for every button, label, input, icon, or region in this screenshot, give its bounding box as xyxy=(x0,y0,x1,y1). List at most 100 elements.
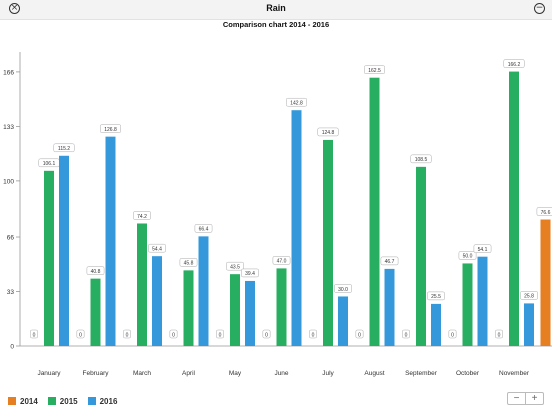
data-label: 0 xyxy=(451,332,454,338)
bar-chart: 0 33 66 100 133 166 0 106.1 115.2 January 0 40.8 126… xyxy=(3,52,552,377)
y-tick-label: 66 xyxy=(7,235,15,242)
data-label-box xyxy=(286,97,307,107)
data-label-box xyxy=(402,329,410,339)
data-label-box xyxy=(100,124,121,133)
data-label-box xyxy=(334,284,352,293)
data-label: 0 xyxy=(219,332,222,338)
legend: 2014 2015 2016 xyxy=(8,395,117,407)
x-tick-label: August xyxy=(364,370,384,377)
x-tick-label: October xyxy=(456,370,480,377)
data-label-box xyxy=(380,256,399,266)
bar-2015 xyxy=(44,170,54,346)
data-label-box xyxy=(133,211,151,220)
data-label: 40.8 xyxy=(91,269,101,275)
data-label-box xyxy=(355,329,364,339)
data-label-box xyxy=(148,243,166,253)
zoom-out-button[interactable]: − xyxy=(508,393,526,404)
data-label: 50.0 xyxy=(463,254,473,260)
data-label: 76.6 xyxy=(541,210,551,216)
data-label: 126.8 xyxy=(104,127,117,133)
data-label: 108.5 xyxy=(415,157,428,163)
data-label: 124.8 xyxy=(322,130,335,136)
x-tick-label: February xyxy=(82,370,109,377)
data-label-box xyxy=(458,251,477,260)
legend-swatch-2014 xyxy=(8,397,16,405)
data-label: 30.0 xyxy=(338,287,348,293)
data-label: 0 xyxy=(33,332,36,338)
data-label: 0 xyxy=(265,332,268,338)
data-label-box xyxy=(123,329,131,339)
x-tick-label: April xyxy=(182,370,196,377)
y-tick-label: 33 xyxy=(7,289,15,296)
data-label-box xyxy=(194,224,213,233)
title-bar: × Rain − xyxy=(0,0,552,20)
legend-swatch-2015 xyxy=(47,397,56,405)
legend-label: 2014 xyxy=(20,396,38,406)
data-label-box xyxy=(427,291,445,301)
x-tick-label: July xyxy=(322,370,334,377)
bar-2016 xyxy=(105,136,116,346)
bar-2015 xyxy=(416,166,426,346)
x-tick-label: March xyxy=(133,370,151,377)
data-label: 142.8 xyxy=(290,101,303,107)
data-label: 39.4 xyxy=(245,271,255,277)
data-label: 66.4 xyxy=(199,227,209,233)
bar-2016 xyxy=(291,110,302,346)
data-label-box xyxy=(216,329,224,339)
data-label: 54.1 xyxy=(478,247,488,253)
data-label: 0 xyxy=(172,332,175,338)
legend-item-2016[interactable]: 2016 xyxy=(87,395,118,407)
data-label: 106.1 xyxy=(43,161,56,167)
bar-2016 xyxy=(245,280,255,346)
data-label: 47.0 xyxy=(277,259,287,265)
data-label-box xyxy=(410,154,432,164)
data-label: 45.8 xyxy=(184,261,194,267)
legend-item-2014[interactable]: 2014 xyxy=(8,395,38,407)
data-label-box xyxy=(520,291,538,300)
data-label-box xyxy=(53,143,75,153)
data-label: 43.5 xyxy=(230,264,240,270)
data-label-box xyxy=(86,266,105,275)
data-label: 54.4 xyxy=(152,246,162,252)
data-label: 46.7 xyxy=(385,259,395,265)
data-label-box xyxy=(169,329,178,339)
data-label: 0 xyxy=(126,332,129,338)
x-tick-label: May xyxy=(229,370,242,377)
bar-2014 xyxy=(540,219,551,346)
data-label-box xyxy=(448,329,457,339)
y-tick-label: 133 xyxy=(3,124,14,131)
bar-2016 xyxy=(198,236,209,346)
y-tick-label: 100 xyxy=(3,178,14,185)
legend-item-2015[interactable]: 2015 xyxy=(47,395,78,407)
data-label: 25.5 xyxy=(431,294,441,300)
data-label: 115.2 xyxy=(58,146,70,152)
x-tick-label: September xyxy=(405,370,438,377)
bar-2015 xyxy=(276,268,287,346)
data-label: 74.2 xyxy=(137,214,147,220)
data-label: 162.5 xyxy=(368,68,381,74)
x-tick-label: June xyxy=(274,370,288,377)
zoom-in-button[interactable]: + xyxy=(531,393,538,404)
data-label: 0 xyxy=(405,332,408,338)
legend-swatch-2016 xyxy=(87,397,96,405)
y-tick-label: 0 xyxy=(10,344,14,351)
data-label-box xyxy=(536,207,552,216)
bar-2015 xyxy=(90,278,101,346)
data-label-box xyxy=(309,329,317,339)
bar-2016 xyxy=(338,296,348,346)
data-label-box xyxy=(503,59,525,68)
data-label: 166.2 xyxy=(508,62,521,68)
legend-label: 2016 xyxy=(99,396,118,406)
close-icon[interactable]: × xyxy=(9,3,20,14)
minus-icon[interactable]: − xyxy=(534,3,545,14)
data-label-box xyxy=(262,329,271,339)
bar-2016 xyxy=(431,303,441,346)
bar-2015 xyxy=(137,223,147,346)
data-label-box xyxy=(30,329,38,339)
data-label: 0 xyxy=(79,332,82,338)
window-title: Rain xyxy=(266,3,286,13)
data-label-box xyxy=(241,268,259,278)
data-label: 0 xyxy=(312,332,315,338)
data-label-box xyxy=(179,258,198,267)
legend-label: 2015 xyxy=(59,396,78,406)
